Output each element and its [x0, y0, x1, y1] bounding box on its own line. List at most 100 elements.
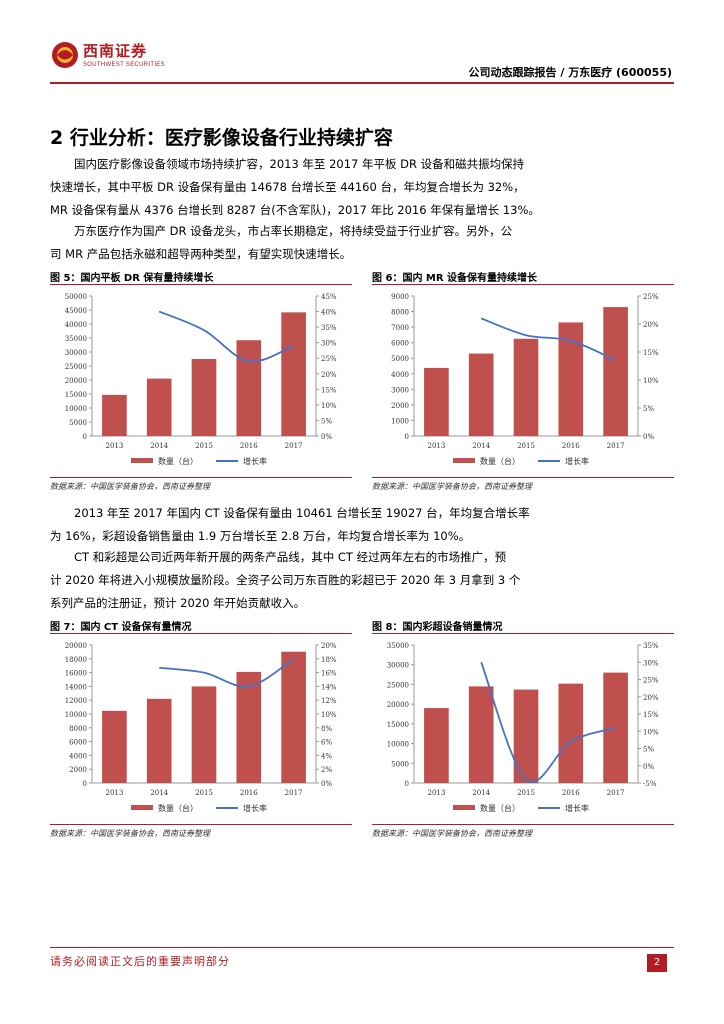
x-tick-label: 2016 — [562, 442, 580, 450]
x-tick-label: 2013 — [105, 442, 123, 450]
y-right-tick-label: 14% — [321, 683, 337, 691]
y-right-tick-label: 20% — [643, 694, 659, 702]
legend-line-label: 增长率 — [565, 456, 589, 466]
legend-bar-label: 数量（台） — [158, 803, 198, 813]
text-line: 计 2020 年将进入小规模放量阶段。全资子公司万东百胜的彩超已于 2020 年… — [50, 573, 521, 587]
y-tick-label: 6000 — [391, 340, 409, 348]
y-tick-label: 8000 — [391, 309, 409, 317]
text-line: 万东医疗作为国产 DR 设备龙头，市占率长期稳定，将持续受益于行业扩容。另外，公 — [74, 224, 513, 238]
y-right-tick-label: 10% — [321, 402, 337, 410]
figure-5-rule — [50, 284, 352, 285]
y-right-tick-label: 5% — [643, 746, 654, 754]
paragraph-1: 国内医疗影像设备领域市场持续扩容，2013 年至 2017 年平板 DR 设备和… — [50, 153, 674, 222]
y-right-tick-label: 18% — [321, 656, 337, 664]
bar — [102, 394, 127, 436]
x-tick-label: 2017 — [607, 789, 625, 797]
x-tick-label: 2017 — [285, 442, 303, 450]
x-tick-label: 2017 — [607, 442, 625, 450]
x-tick-label: 2015 — [195, 789, 213, 797]
bar — [513, 338, 539, 436]
figure-6-title: 图 6：国内 MR 设备保有量持续增长 — [372, 273, 538, 284]
bar — [468, 353, 494, 436]
y-tick-label: 40000 — [65, 321, 87, 329]
bar — [468, 686, 494, 783]
y-tick-label: 16000 — [65, 670, 87, 678]
y-right-tick-label: 5% — [643, 405, 654, 413]
y-tick-label: 4000 — [69, 752, 87, 760]
y-right-tick-label: 25% — [643, 677, 659, 685]
y-tick-label: 50000 — [65, 293, 87, 301]
chart-mr-installed-base: 0 1000 2000 3000 4000 5000 6000 7000 8000 9000 0% 5… — [391, 293, 659, 466]
figure-8-source: 数据来源：中国医学装备协会，西南证券整理 — [372, 829, 532, 838]
y-right-tick-label: 20% — [321, 642, 337, 650]
figure-6-bottom-rule — [372, 477, 674, 478]
y-tick-label: 9000 — [391, 293, 409, 301]
section-title: 2 行业分析：医疗影像设备行业持续扩容 — [50, 127, 393, 149]
y-right-tick-label: 0% — [321, 780, 332, 788]
y-right-tick-label: 25% — [643, 293, 659, 301]
bar — [424, 708, 449, 783]
y-right-tick-label: 40% — [321, 309, 337, 317]
legend-bar-swatch — [131, 458, 153, 463]
x-tick-label: 2015 — [517, 442, 535, 450]
legend-line-label: 增长率 — [565, 803, 589, 813]
y-tick-label: 5000 — [391, 355, 409, 363]
growth-rate-line — [158, 310, 294, 363]
paragraph-4: CT 和彩超是公司近两年新开展的两条产品线，其中 CT 经过两年左右的市场推广，… — [50, 546, 674, 615]
text-line: 司 MR 产品包括永磁和超导两种类型，有望实现快速增长。 — [50, 247, 352, 261]
bar — [281, 651, 306, 783]
y-right-tick-label: 6% — [321, 739, 332, 747]
legend-bar-label: 数量（台） — [158, 456, 198, 466]
growth-rate-line — [159, 658, 295, 688]
brand-emblem-icon — [52, 42, 78, 68]
footer-disclaimer: 请务必阅读正文后的重要声明部分 — [50, 955, 230, 968]
chart-dr-installed-base: 0 5000 10000 15000 20000 25000 30000 35000 40000… — [65, 293, 337, 466]
figure-7-source: 数据来源：中国医学装备协会，西南证券整理 — [50, 829, 210, 838]
growth-rate-line — [480, 661, 616, 783]
x-tick-label: 2017 — [285, 789, 303, 797]
y-tick-label: 0 — [405, 433, 409, 441]
figure-8-bottom-rule — [372, 824, 674, 825]
y-tick-label: 7000 — [391, 324, 409, 332]
bar — [281, 312, 306, 436]
y-tick-label: 25000 — [387, 681, 409, 689]
chart-ultrasound-sales: 0 5000 10000 15000 20000 25000 30000 35000 -5% 0%… — [387, 642, 659, 813]
legend-bar-swatch — [453, 805, 475, 810]
bar — [236, 671, 262, 783]
text-line: 为 16%，彩超设备销售量由 1.9 万台增长至 2.8 万台，年均复合增长率为… — [50, 529, 471, 543]
y-tick-label: 5000 — [391, 760, 409, 768]
brand-logo: 西南证券 SOUTHWEST SECURITIES — [50, 38, 230, 78]
x-tick-label: 2015 — [517, 789, 535, 797]
x-tick-label: 2014 — [150, 789, 168, 797]
y-right-tick-label: 15% — [643, 349, 659, 357]
y-tick-label: 15000 — [387, 721, 409, 729]
y-tick-label: 4000 — [391, 371, 409, 379]
bar — [236, 340, 262, 436]
x-tick-label: 2016 — [240, 442, 258, 450]
page-number: 2 — [647, 954, 667, 972]
y-tick-label: 30000 — [387, 662, 409, 670]
y-tick-label: 20000 — [387, 701, 409, 709]
x-tick-label: 2016 — [240, 789, 258, 797]
y-right-tick-label: 0% — [643, 763, 654, 771]
y-tick-label: 2000 — [69, 766, 87, 774]
text-line: 快速增长，其中平板 DR 设备保有量由 14678 台增长至 44160 台，年… — [50, 180, 525, 194]
text-line: MR 设备保有量从 4376 台增长到 8287 台(不含军队)，2017 年比… — [50, 203, 540, 217]
y-right-tick-label: 20% — [321, 371, 337, 379]
figure-5-bottom-rule — [50, 477, 352, 478]
x-tick-label: 2013 — [427, 789, 445, 797]
bar — [603, 307, 628, 436]
y-tick-label: 3000 — [391, 386, 409, 394]
x-tick-label: 2014 — [472, 442, 490, 450]
x-tick-label: 2016 — [562, 789, 580, 797]
text-line: 国内医疗影像设备领域市场持续扩容，2013 年至 2017 年平板 DR 设备和… — [74, 157, 525, 171]
y-right-tick-label: 35% — [321, 324, 337, 332]
y-tick-label: 18000 — [65, 656, 87, 664]
y-right-tick-label: 16% — [321, 670, 337, 678]
x-tick-label: 2014 — [472, 789, 490, 797]
y-right-tick-label: 30% — [643, 659, 659, 667]
y-right-tick-label: 0% — [643, 433, 654, 441]
figure-6-source: 数据来源：中国医学装备协会，西南证券整理 — [372, 482, 532, 491]
y-tick-label: 5000 — [69, 419, 87, 427]
bar — [191, 359, 217, 436]
